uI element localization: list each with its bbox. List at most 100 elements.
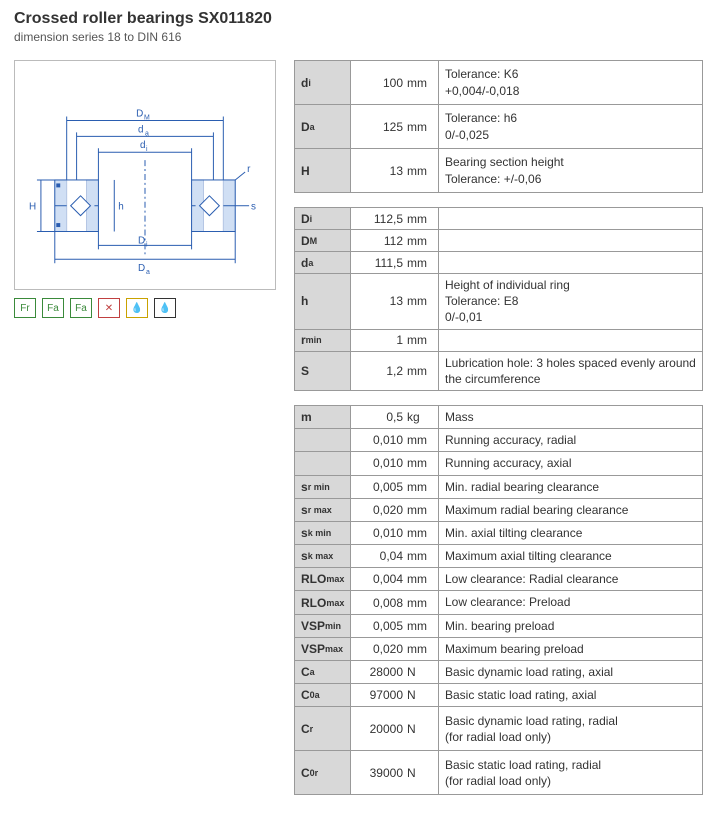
spec-symbol: da [295, 252, 351, 273]
spec-description [439, 330, 703, 351]
spec-value: 0,020 [351, 499, 407, 521]
load-axial1-icon: Fa [42, 298, 64, 318]
spec-symbol: VSPmin [295, 615, 351, 637]
spec-unit: mm [407, 522, 439, 544]
spec-unit: mm [407, 638, 439, 660]
spec-unit: mm [407, 429, 439, 451]
spec-unit: N [407, 707, 439, 750]
spec-row: C0r39000NBasic static load rating, radia… [295, 751, 703, 795]
spec-unit: mm [407, 61, 439, 104]
spec-unit: mm [407, 545, 439, 567]
spec-symbol [295, 429, 351, 451]
spec-value: 0,008 [351, 591, 407, 613]
spec-group: Di112,5mmDM112mmda111,5mmh13mmHeight of … [294, 207, 703, 391]
spec-description: Mass [439, 406, 703, 428]
spec-symbol: sk min [295, 522, 351, 544]
page-title: Crossed roller bearings SX011820 [14, 10, 703, 28]
spec-value: 1,2 [351, 352, 407, 390]
spec-value: 125 [351, 105, 407, 148]
spec-unit: N [407, 751, 439, 794]
svg-text:s: s [251, 202, 256, 213]
spec-unit: mm [407, 208, 439, 229]
spec-symbol: rmin [295, 330, 351, 351]
spec-row: da111,5mm [295, 252, 703, 274]
spec-description: Height of individual ringTolerance: E80/… [439, 274, 703, 329]
spec-description: Min. radial bearing clearance [439, 476, 703, 498]
spec-description: Tolerance: h60/-0,025 [439, 105, 703, 148]
svg-text:M: M [144, 114, 150, 121]
spec-row: VSPmin0,005mmMin. bearing preload [295, 615, 703, 638]
spec-value: 111,5 [351, 252, 407, 273]
svg-text:H: H [29, 202, 36, 213]
spec-description: Maximum radial bearing clearance [439, 499, 703, 521]
spec-description: Basic static load rating, radial(for rad… [439, 751, 703, 794]
spec-row: m0,5kgMass [295, 406, 703, 429]
svg-text:D: D [138, 235, 145, 246]
diagram-svg: DM da di H [15, 61, 275, 289]
spec-value: 39000 [351, 751, 407, 794]
spec-unit: mm [407, 615, 439, 637]
spec-unit: mm [407, 149, 439, 192]
spec-description: Tolerance: K6+0,004/-0,018 [439, 61, 703, 104]
technical-diagram: DM da di H [14, 60, 276, 290]
svg-text:i: i [146, 241, 148, 248]
spec-value: 0,004 [351, 568, 407, 590]
spec-symbol: h [295, 274, 351, 329]
svg-text:a: a [146, 269, 150, 276]
spec-row: rmin1mm [295, 330, 703, 352]
spec-symbol: di [295, 61, 351, 104]
grease-icon: 💧 [126, 298, 148, 318]
spec-unit: mm [407, 499, 439, 521]
spec-value: 13 [351, 149, 407, 192]
spec-row: Cr20000NBasic dynamic load rating, radia… [295, 707, 703, 751]
spec-value: 0,020 [351, 638, 407, 660]
spec-unit: N [407, 684, 439, 706]
spec-tables: di100mmTolerance: K6+0,004/-0,018Da125mm… [294, 60, 703, 809]
spec-row: Ca28000NBasic dynamic load rating, axial [295, 661, 703, 684]
spec-description: Running accuracy, axial [439, 452, 703, 474]
spec-group: m0,5kgMass0,010mmRunning accuracy, radia… [294, 405, 703, 795]
feature-icons: FrFaFa✕💧💧 [14, 298, 276, 318]
svg-text:d: d [140, 140, 146, 151]
spec-row: sr max0,020mmMaximum radial bearing clea… [295, 499, 703, 522]
spec-row: 0,010mmRunning accuracy, radial [295, 429, 703, 452]
spec-value: 0,010 [351, 522, 407, 544]
spec-value: 0,010 [351, 452, 407, 474]
spec-unit: mm [407, 568, 439, 590]
spec-description: Maximum axial tilting clearance [439, 545, 703, 567]
spec-unit: mm [407, 452, 439, 474]
header: Crossed roller bearings SX011820 dimensi… [0, 0, 717, 48]
spec-symbol: S [295, 352, 351, 390]
spec-value: 112 [351, 230, 407, 251]
spec-symbol: Di [295, 208, 351, 229]
spec-row: Da125mmTolerance: h60/-0,025 [295, 105, 703, 149]
oil-icon: 💧 [154, 298, 176, 318]
spec-value: 97000 [351, 684, 407, 706]
spec-row: VSPmax0,020mmMaximum bearing preload [295, 638, 703, 661]
spec-unit: mm [407, 352, 439, 390]
page-subtitle: dimension series 18 to DIN 616 [14, 30, 703, 44]
spec-row: RLOmax0,008mmLow clearance: Preload [295, 591, 703, 614]
spec-description: Basic dynamic load rating, radial(for ra… [439, 707, 703, 750]
spec-description: Min. axial tilting clearance [439, 522, 703, 544]
spec-symbol: sk max [295, 545, 351, 567]
spec-symbol: H [295, 149, 351, 192]
spec-symbol: DM [295, 230, 351, 251]
spec-symbol: Cr [295, 707, 351, 750]
spec-description [439, 252, 703, 273]
spec-group: di100mmTolerance: K6+0,004/-0,018Da125mm… [294, 60, 703, 193]
svg-text:D: D [136, 109, 143, 120]
spec-description: Min. bearing preload [439, 615, 703, 637]
spec-symbol: m [295, 406, 351, 428]
spec-symbol: C0r [295, 751, 351, 794]
svg-text:r: r [247, 164, 251, 175]
load-radial-icon: Fr [14, 298, 36, 318]
svg-text:h: h [118, 202, 124, 213]
spec-symbol: VSPmax [295, 638, 351, 660]
spec-row: 0,010mmRunning accuracy, axial [295, 452, 703, 475]
spec-row: H13mmBearing section heightTolerance: +/… [295, 149, 703, 193]
left-column: DM da di H [14, 60, 276, 318]
spec-description [439, 230, 703, 251]
spec-symbol: sr max [295, 499, 351, 521]
spec-row: sr min0,005mmMin. radial bearing clearan… [295, 476, 703, 499]
